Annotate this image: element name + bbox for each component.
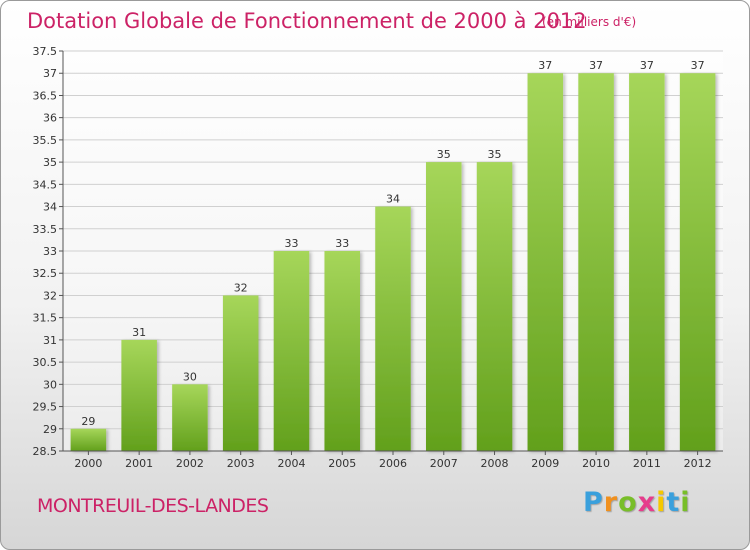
logo-letter: i: [680, 487, 691, 518]
y-tick-label: 36.5: [33, 89, 58, 102]
bar-value-label: 31: [132, 326, 146, 339]
y-tick-label: 32.5: [33, 267, 58, 280]
y-tick-label: 30: [43, 378, 57, 391]
logo-letter: x: [637, 487, 657, 518]
x-tick-label: 2011: [633, 457, 661, 470]
bar: [578, 73, 614, 451]
x-tick-label: 2007: [430, 457, 458, 470]
bar-value-label: 33: [284, 237, 298, 250]
x-tick-label: 2012: [684, 457, 712, 470]
x-tick-label: 2001: [125, 457, 153, 470]
x-tick-label: 2002: [176, 457, 204, 470]
bar-value-label: 37: [691, 59, 705, 72]
bar: [476, 162, 513, 451]
bar-value-label: 32: [234, 281, 248, 294]
x-tick-label: 2010: [582, 457, 610, 470]
y-tick-label: 36: [43, 112, 57, 125]
x-tick-label: 2000: [74, 457, 102, 470]
bar: [375, 206, 411, 451]
y-tick-label: 29.5: [33, 401, 58, 414]
chart-subtitle: (en milliers d'€): [542, 15, 637, 29]
bar: [679, 73, 716, 451]
y-tick-label: 30.5: [33, 356, 58, 369]
bar-value-label: 37: [640, 59, 654, 72]
bar: [426, 162, 462, 451]
y-tick-label: 35: [43, 156, 57, 169]
x-tick-label: 2006: [379, 457, 407, 470]
y-tick-label: 35.5: [33, 134, 58, 147]
y-tick-label: 29: [43, 423, 57, 436]
y-tick-label: 28.5: [33, 445, 58, 458]
bar: [222, 295, 259, 451]
y-tick-label: 37.5: [33, 45, 58, 58]
bar-value-label: 34: [386, 193, 400, 206]
y-tick-label: 37: [43, 67, 57, 80]
bar-value-label: 37: [589, 59, 603, 72]
logo-letter: P: [583, 487, 604, 518]
logo-letter: o: [618, 487, 638, 518]
bar: [172, 384, 208, 451]
bar: [273, 251, 310, 451]
bar-value-label: 35: [488, 148, 502, 161]
y-tick-label: 32: [43, 289, 57, 302]
y-tick-label: 33: [43, 245, 57, 258]
bar: [70, 428, 107, 451]
commune-name: MONTREUIL-DES-LANDES: [37, 495, 269, 517]
x-tick-label: 2009: [531, 457, 559, 470]
bar-value-label: 29: [81, 415, 95, 428]
y-tick-label: 31.5: [33, 312, 58, 325]
y-tick-label: 33.5: [33, 223, 58, 236]
bar: [629, 73, 665, 451]
bar: [527, 73, 564, 451]
bar-value-label: 33: [335, 237, 349, 250]
bar-value-label: 30: [183, 370, 197, 383]
logo-letter: r: [603, 487, 619, 518]
bar: [121, 339, 157, 451]
bar: [324, 251, 360, 451]
x-tick-label: 2003: [227, 457, 255, 470]
x-tick-label: 2004: [277, 457, 305, 470]
x-tick-label: 2008: [481, 457, 509, 470]
bar-value-label: 37: [538, 59, 552, 72]
x-tick-label: 2005: [328, 457, 356, 470]
logo-letter: i: [656, 487, 667, 518]
chart-title: Dotation Globale de Fonctionnement de 20…: [27, 9, 587, 33]
bar-value-label: 35: [437, 148, 451, 161]
logo-letter: t: [666, 487, 681, 518]
proxiti-logo: Proxiti: [583, 487, 691, 518]
y-tick-label: 34: [43, 201, 57, 214]
y-tick-label: 31: [43, 334, 57, 347]
y-tick-label: 34.5: [33, 178, 58, 191]
